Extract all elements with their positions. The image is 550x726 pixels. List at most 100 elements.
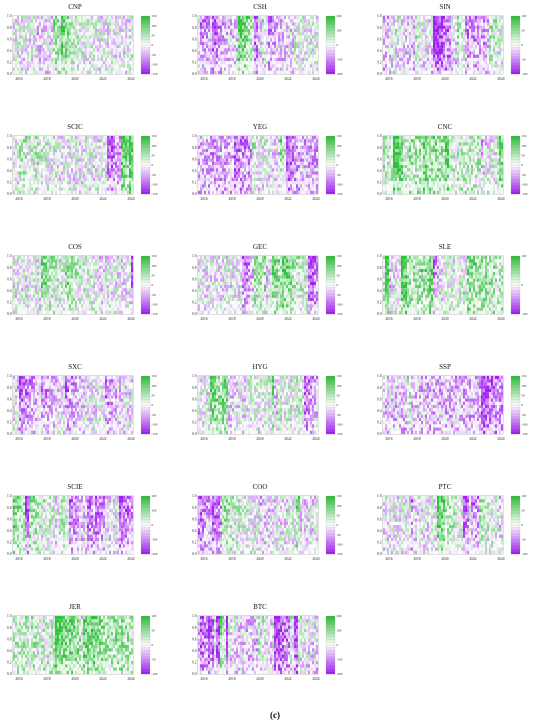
heat-cell [131, 48, 134, 52]
heat-cell [419, 41, 422, 46]
heat-cell [475, 16, 478, 20]
heat-cell [123, 51, 126, 55]
heat-cell [27, 148, 30, 153]
heat-cell [117, 161, 120, 166]
heat-cell [477, 51, 480, 55]
heat-cell [302, 35, 305, 39]
heat-cell [93, 142, 96, 146]
heat-cell [27, 61, 30, 65]
heat-cell [55, 45, 58, 49]
heat-cell [17, 67, 20, 71]
heat-cell [290, 57, 293, 62]
heat-cell [45, 171, 48, 175]
heat-cell [51, 148, 54, 153]
heat-cell [21, 22, 24, 26]
heat-cell [121, 142, 124, 146]
heat-cell [57, 181, 60, 185]
heat-cell [481, 61, 484, 65]
heat-cell [69, 171, 72, 175]
heat-cell [31, 168, 34, 172]
heat-cell [35, 16, 38, 20]
heat-cell [47, 171, 50, 175]
heat-cell [483, 54, 486, 58]
heat-cell [117, 165, 120, 169]
heat-cell [85, 145, 88, 149]
heat-cell [477, 22, 480, 26]
heat-cell [397, 41, 400, 46]
heat-cell [270, 35, 273, 39]
heat-cell [21, 64, 24, 68]
heat-cell [63, 22, 66, 26]
heat-cell [83, 171, 86, 175]
heat-cell [121, 45, 124, 49]
heat-cell [73, 171, 76, 175]
heat-cell [61, 171, 64, 175]
heat-cell [385, 16, 388, 20]
heat-cell [71, 64, 74, 68]
heat-cell [489, 38, 492, 42]
heat-cell [411, 51, 414, 55]
heat-cell [308, 25, 311, 29]
heat-cell [200, 67, 203, 71]
heat-cell [254, 51, 257, 55]
heat-cell [292, 38, 295, 42]
heat-cell [230, 152, 233, 156]
heat-cell [121, 155, 124, 159]
heat-cell [224, 45, 227, 49]
heat-cell [306, 57, 309, 62]
heat-cell [483, 51, 486, 55]
heat-cell [73, 184, 76, 188]
heat-cell [230, 168, 233, 172]
heat-cell [260, 51, 263, 55]
heat-cell [304, 64, 307, 68]
heat-cell [216, 51, 219, 55]
heat-cell [99, 190, 102, 195]
heat-cell [242, 45, 245, 49]
heat-cell [21, 35, 24, 39]
chart-title: CNP [68, 3, 82, 11]
heat-cell [489, 70, 492, 75]
heat-cell [391, 32, 394, 36]
heat-cell [403, 51, 406, 55]
heat-cell [248, 45, 251, 49]
heat-cell [262, 28, 265, 33]
heat-cell [109, 184, 112, 188]
y-tick-label: 0.2 [192, 61, 197, 65]
heat-cell [125, 139, 128, 143]
heat-cell [117, 152, 120, 156]
heat-cell [282, 28, 285, 33]
heat-cell [218, 48, 221, 52]
heat-cell [210, 57, 213, 62]
heat-cell [210, 168, 213, 172]
heat-cell [119, 145, 122, 149]
heat-cell [282, 57, 285, 62]
heat-cell [437, 19, 440, 23]
heat-cell [453, 54, 456, 58]
heat-cell [224, 64, 227, 68]
heat-cell [81, 187, 84, 191]
heat-cell [411, 25, 414, 29]
heat-cell [234, 51, 237, 55]
heat-cell [483, 48, 486, 52]
heat-cell [493, 57, 496, 62]
heat-cell [475, 38, 478, 42]
heat-cell [212, 187, 215, 191]
heat-cell [499, 61, 502, 65]
heat-cell [127, 57, 130, 62]
colorbar-swatch [140, 15, 151, 20]
heat-cell [417, 67, 420, 71]
heat-cell [101, 158, 104, 162]
heat-cell [399, 57, 402, 62]
heat-cell [276, 19, 279, 23]
heat-cell [39, 161, 42, 166]
heat-cell [403, 57, 406, 62]
heat-cell [278, 70, 281, 75]
heat-cell [445, 25, 448, 29]
heat-cell [443, 67, 446, 71]
heat-cell [296, 61, 299, 65]
heat-cell [405, 48, 408, 52]
heat-cell [206, 158, 209, 162]
heat-cell [296, 19, 299, 23]
heat-cell [264, 28, 267, 33]
heat-cell [419, 22, 422, 26]
